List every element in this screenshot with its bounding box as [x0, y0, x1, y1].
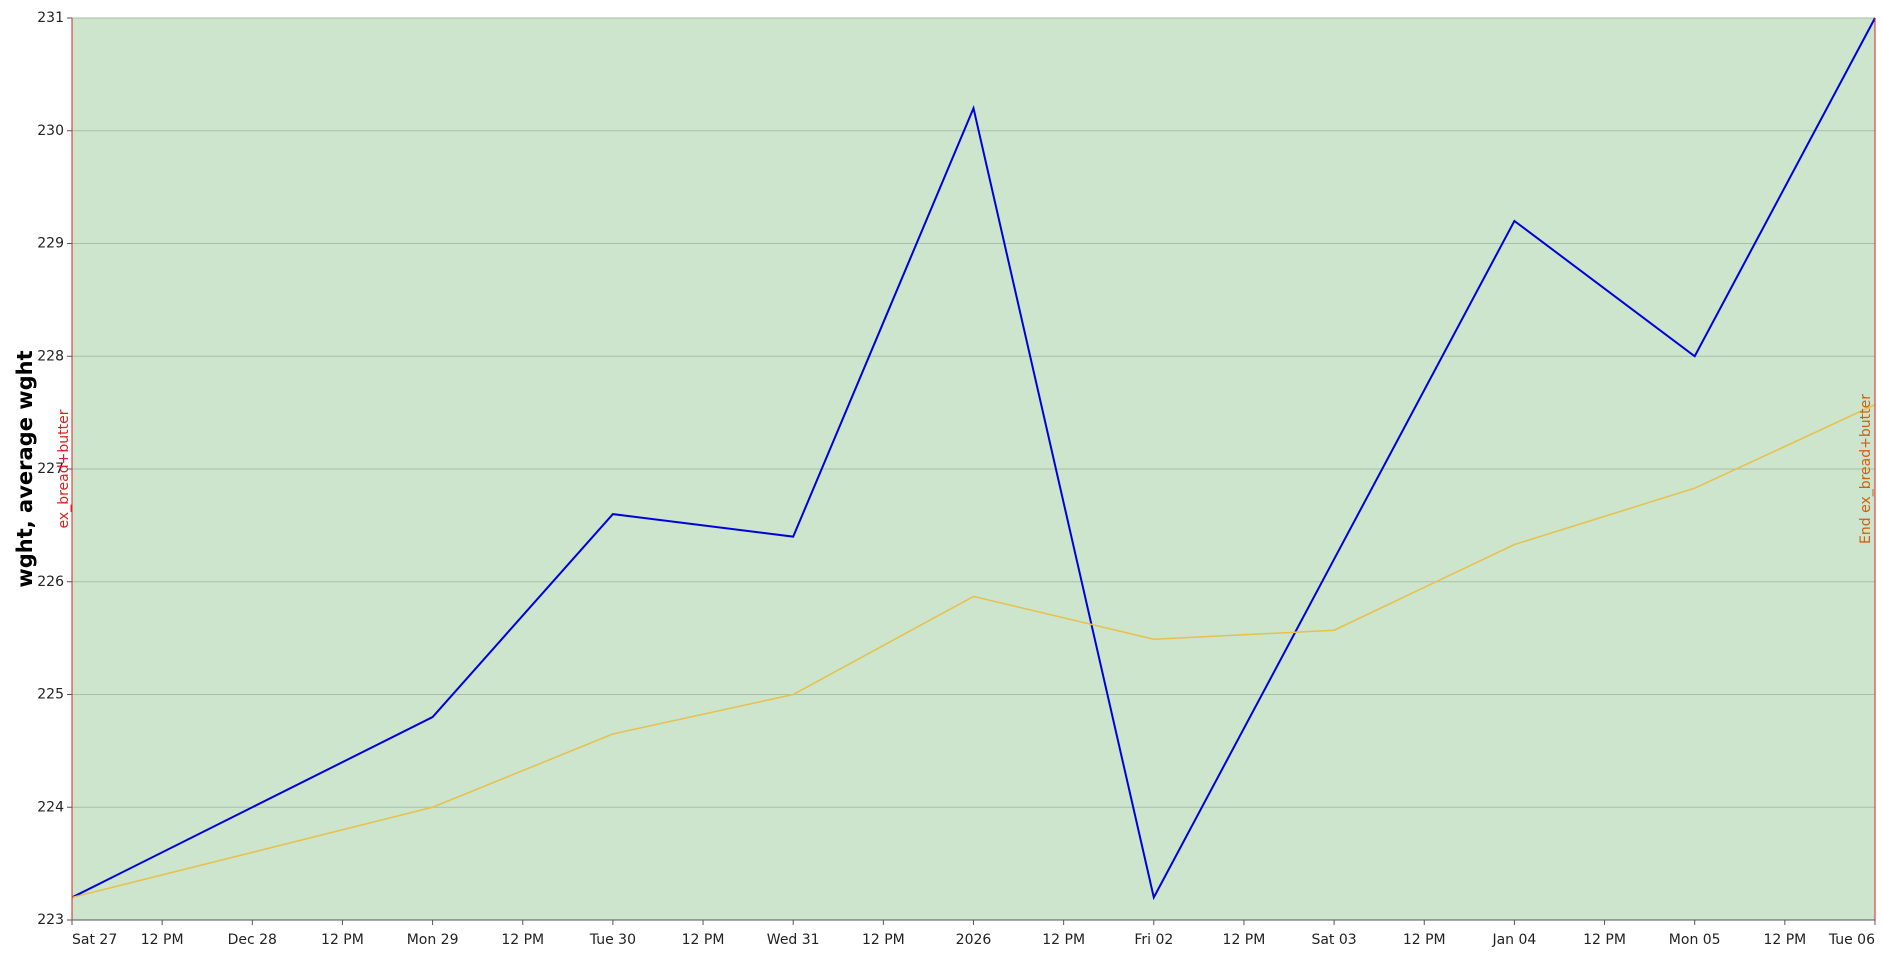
y-axis-label: wght, average wght — [13, 350, 37, 587]
series-line — [71, 17, 1876, 901]
series-line — [71, 404, 1876, 899]
x-tick-label: Dec 28 — [228, 932, 277, 948]
x-tick-label: Sat 03 — [1311, 932, 1356, 948]
x-tick-label: Tue 30 — [589, 932, 636, 948]
x-tick-label: 12 PM — [1583, 932, 1626, 948]
y-tick-label: 231 — [37, 10, 64, 26]
x-tick-label: 12 PM — [1763, 932, 1806, 948]
x-tick-label: Mon 05 — [1669, 932, 1721, 948]
x-tick-label: Sat 27 — [72, 932, 117, 948]
x-tick-label: 12 PM — [1403, 932, 1446, 948]
y-tick-label: 225 — [37, 687, 64, 703]
x-tick-label: 12 PM — [141, 932, 184, 948]
x-tick-label: Mon 29 — [407, 932, 459, 948]
annotation-label: End ex_bread+butter — [1858, 394, 1874, 544]
x-tick-label: 12 PM — [1042, 932, 1085, 948]
x-tick-label: 12 PM — [321, 932, 364, 948]
axes: 223 224 225 226 227 228 229 230 231 Sat 27 12 PM De… — [37, 10, 1876, 948]
x-tick-label: 12 PM — [862, 932, 905, 948]
y-tick-label: 227 — [37, 461, 64, 477]
x-tick-label: Fri 02 — [1134, 932, 1173, 948]
annotation-label: ex_bread+butter — [56, 409, 72, 528]
y-tick-label: 226 — [37, 574, 64, 590]
x-tick-label: Tue 06 — [1828, 932, 1875, 948]
y-tick-label: 228 — [37, 348, 64, 364]
x-tick-label: 12 PM — [501, 932, 544, 948]
y-tick-label: 229 — [37, 236, 64, 252]
y-tick-label: 230 — [37, 123, 64, 139]
y-tick-label: 223 — [37, 912, 64, 928]
x-tick-label: 12 PM — [682, 932, 725, 948]
x-tick-label: Jan 04 — [1491, 932, 1536, 948]
x-tick-label: Wed 31 — [767, 932, 820, 948]
x-tick-label: 2026 — [956, 932, 992, 948]
x-tick-label: 12 PM — [1223, 932, 1266, 948]
lines — [71, 17, 1876, 901]
y-tick-label: 224 — [37, 799, 64, 815]
